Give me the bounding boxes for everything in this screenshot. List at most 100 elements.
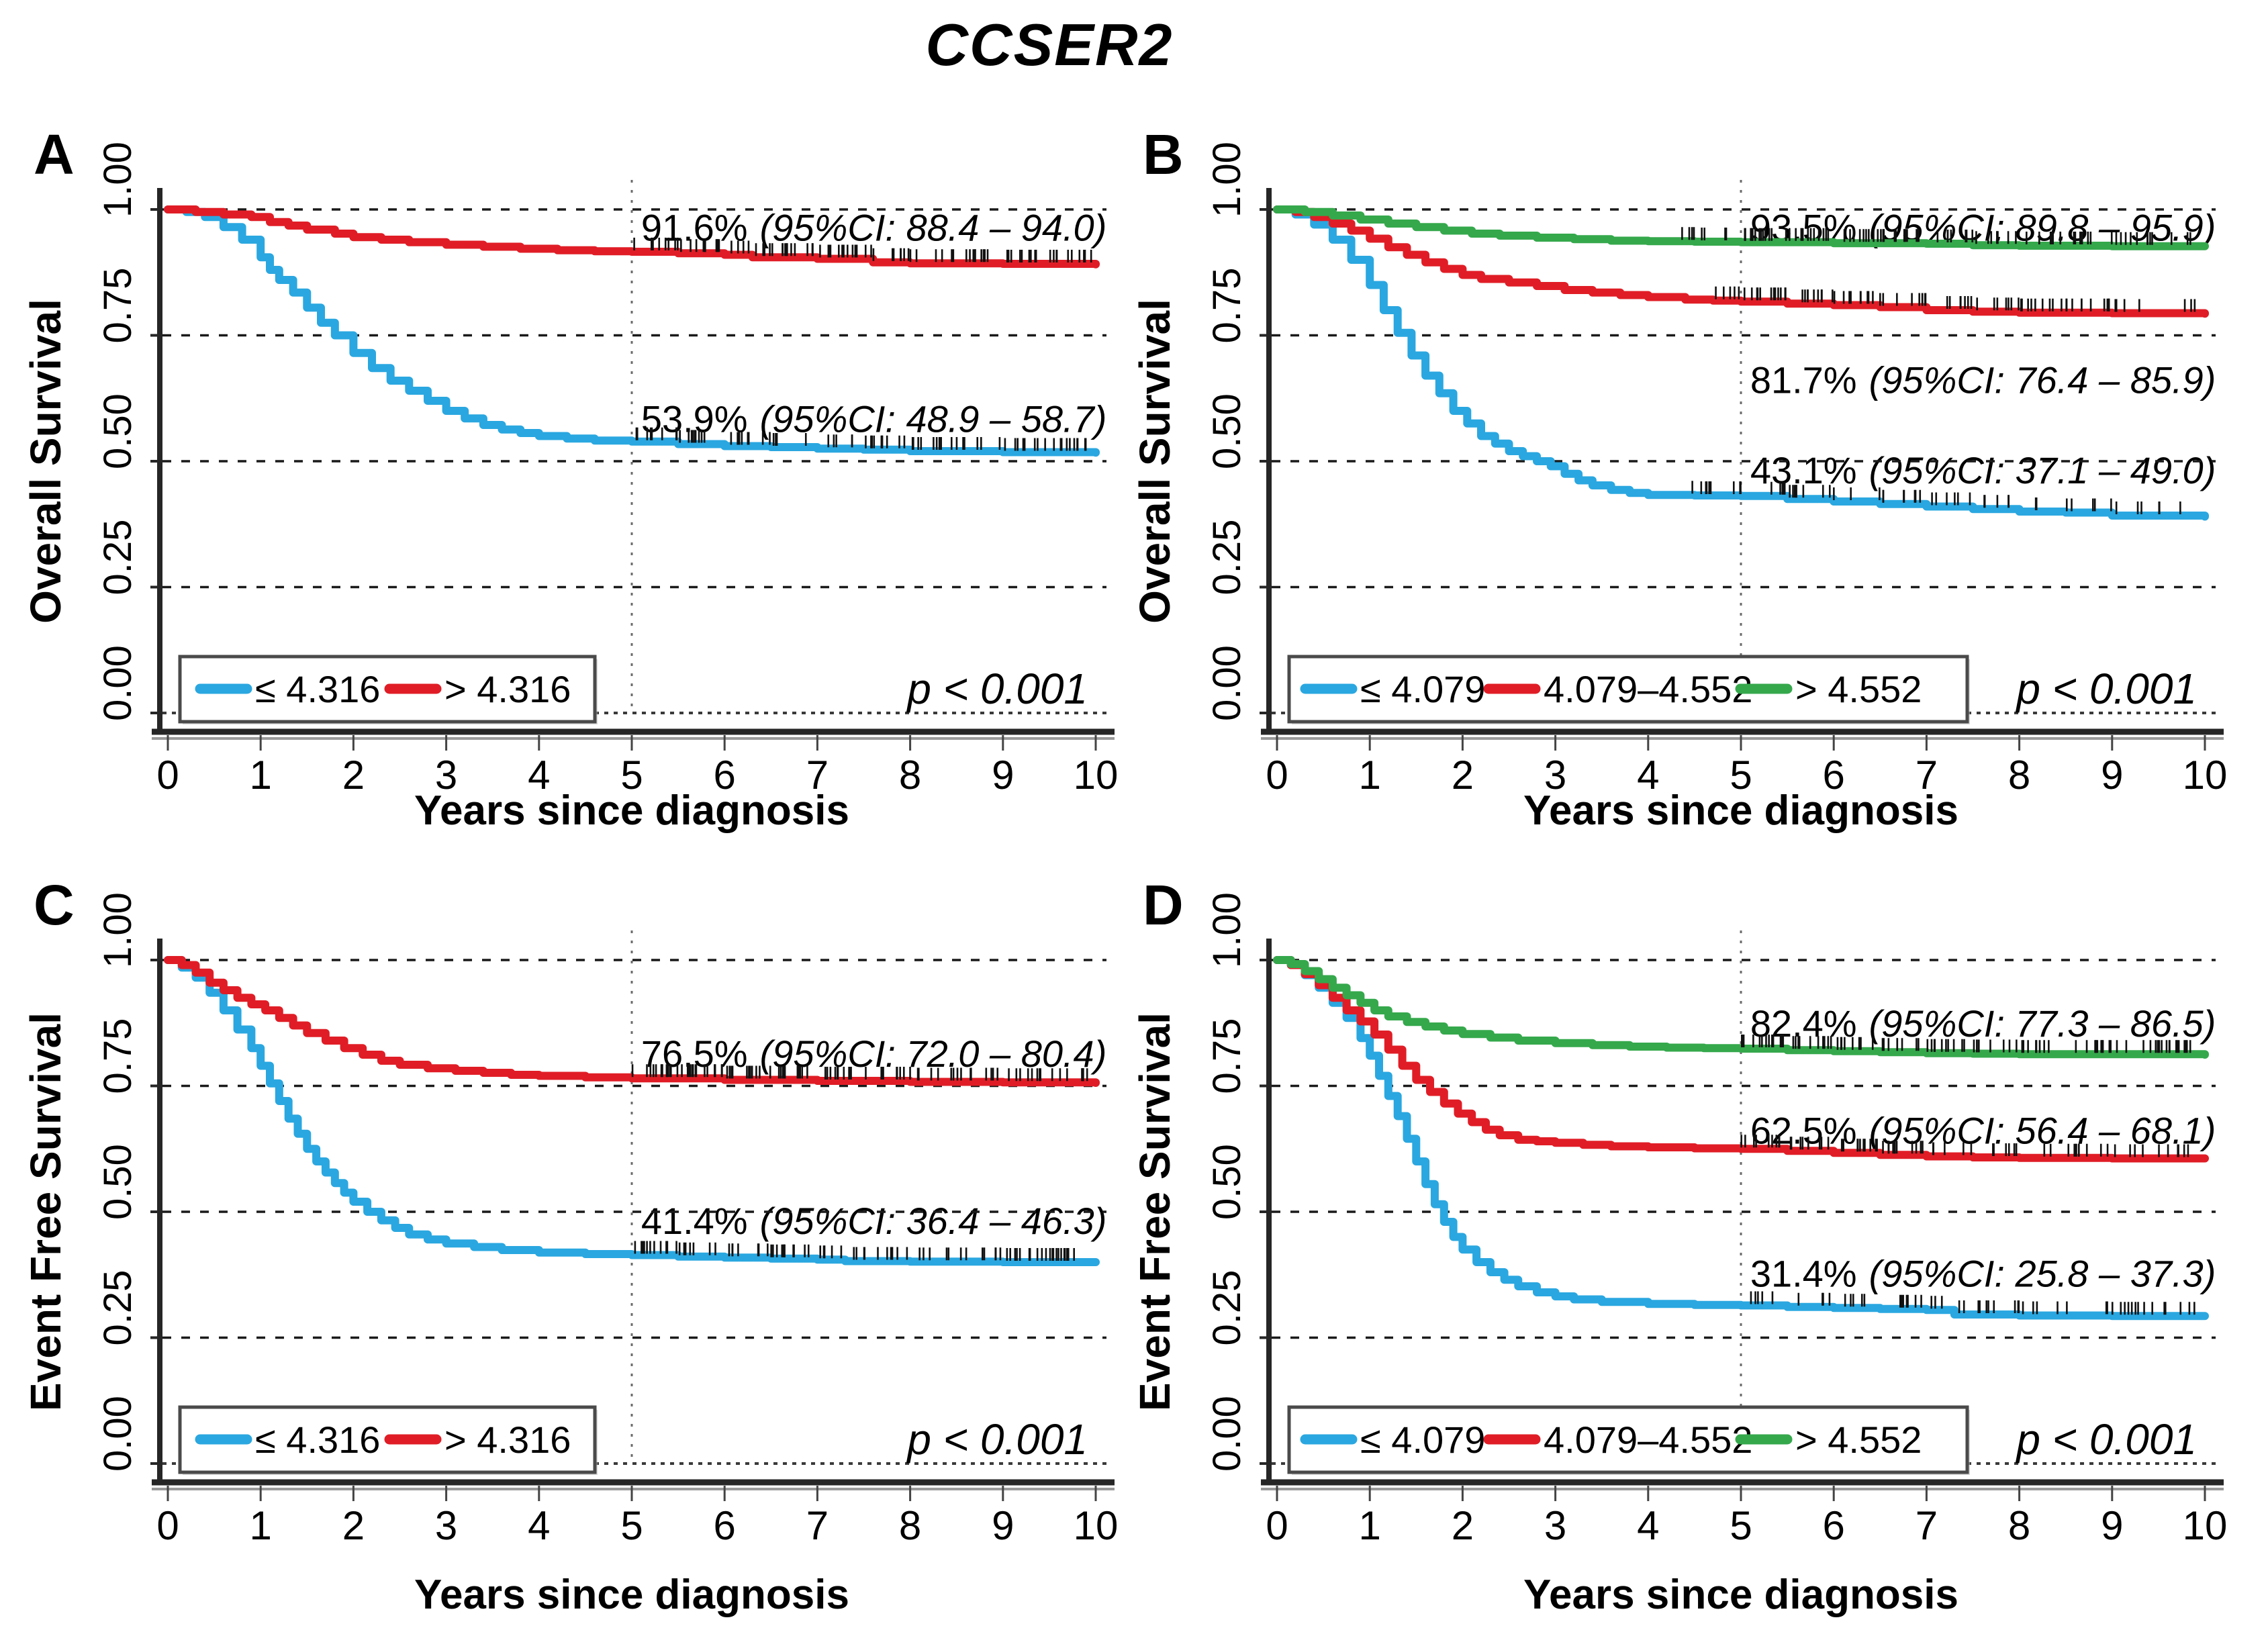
annotation-0: 91.6% (95%CI: 88.4 – 94.0) [641, 206, 1107, 248]
y-tick-label: 0.00 [96, 1396, 140, 1472]
p-value: p < 0.001 [2015, 665, 2197, 713]
legend-label: > 4.552 [1795, 668, 1922, 710]
annotation-0: 82.4% (95%CI: 77.3 – 86.5) [1750, 1002, 2216, 1045]
legend-label: > 4.316 [444, 668, 571, 710]
km-curve-blue [1273, 956, 2209, 1321]
km-curve-red [164, 956, 1100, 1087]
axes: 0 1 2 3 4 5 6 7 8 9 10 [1261, 188, 2227, 798]
legend-box [1287, 1405, 1969, 1474]
y-tick-label: 1.00 [1205, 142, 1249, 218]
axes: 0 1 2 3 4 5 6 7 8 9 10 [152, 188, 1118, 798]
annotation-ci: (95%CI: 25.8 – 37.3) [1869, 1253, 2216, 1295]
km-curve-blue [164, 205, 1100, 457]
x-tick-label: 3 [1544, 753, 1566, 798]
annotation-value: 81.7% [1750, 359, 1857, 401]
x-tick-label: 5 [1730, 1503, 1752, 1548]
y-tick-label: 0.25 [96, 1270, 140, 1346]
censor-ticks-green [1681, 227, 2191, 245]
censor-ticks-red [633, 238, 1092, 262]
panel-c: 76.5% (95%CI: 72.0 – 80.4) 41.4% (95%CI: 36… [13, 851, 1121, 1626]
p-value: p < 0.001 [2015, 1415, 2197, 1464]
x-tick-label: 10 [1074, 1503, 1119, 1548]
y-tick-label: 0.00 [1205, 645, 1249, 721]
km-curve-blue [1273, 205, 2209, 521]
x-tick-label: 1 [1359, 1503, 1381, 1548]
x-axis-title: Years since diagnosis [414, 787, 849, 834]
km-curve-red [164, 205, 1100, 269]
annotation-2: 43.1% (95%CI: 37.1 – 49.0) [1750, 449, 2216, 491]
km-curve-red [1273, 956, 2209, 1163]
x-tick-label: 5 [620, 753, 643, 798]
y-tick-label: 0.25 [1205, 1270, 1249, 1346]
x-axis-title: Years since diagnosis [414, 1572, 849, 1618]
gridlines [150, 959, 1106, 1465]
gridlines [150, 208, 1106, 714]
x-tick-label: 2 [1452, 1503, 1474, 1548]
x-tick-label: 7 [1916, 1503, 1938, 1548]
x-tick-label: 2 [342, 753, 365, 798]
legend: ≤ 4.079 4.079–4.552 > 4.552 [1287, 655, 1970, 724]
y-tick-label: 0.50 [1205, 1144, 1249, 1220]
annotation-value: 31.4% [1750, 1253, 1857, 1295]
figure-title: CCSER2 [925, 11, 1174, 78]
x-tick-label: 0 [156, 1503, 179, 1548]
annotation-value: 41.4% [641, 1200, 748, 1242]
panel-c-letter: C [34, 873, 75, 937]
x-tick-label: 10 [1074, 753, 1119, 798]
censor-ticks-blue [1691, 481, 2181, 514]
x-tick-label: 4 [1637, 1503, 1659, 1548]
x-tick-label: 4 [528, 753, 550, 798]
legend: ≤ 4.316 > 4.316 [178, 655, 598, 724]
annotation-value: 82.4% [1750, 1002, 1857, 1045]
panel-d-plot: 82.4% (95%CI: 77.3 – 86.5)62.5% (95%CI: 56… [1131, 892, 2227, 1618]
y-tick-label: 0.25 [96, 520, 140, 595]
x-axis-title: Years since diagnosis [1523, 1572, 1958, 1618]
x-tick-label: 9 [992, 753, 1014, 798]
panel-b: 93.5% (95%CI: 89.8 – 95.9) 81.7% (95%CI: 76… [1123, 101, 2230, 853]
legend-label: 4.079–4.552 [1544, 1419, 1752, 1461]
censor-ticks-blue [635, 427, 1087, 451]
x-tick-label: 2 [342, 1503, 365, 1548]
axes: 0 1 2 3 4 5 6 7 8 9 10 [1261, 939, 2227, 1548]
x-tick-label: 6 [714, 1503, 736, 1548]
x-tick-label: 3 [435, 1503, 457, 1548]
legend: ≤ 4.316 > 4.316 [178, 1405, 598, 1475]
annotation-ci: (95%CI: 72.0 – 80.4) [760, 1033, 1107, 1075]
x-tick-label: 10 [2183, 753, 2228, 798]
annotation-ci: (95%CI: 36.4 – 46.3) [760, 1200, 1107, 1242]
y-tick-label: 0.75 [96, 268, 140, 344]
x-tick-label: 5 [620, 1503, 643, 1548]
legend-label: ≤ 4.079 [1360, 668, 1485, 710]
x-tick-label: 1 [1359, 753, 1381, 798]
x-tick-label: 1 [250, 753, 272, 798]
annotation-ci: (95%CI: 88.4 – 94.0) [760, 206, 1107, 248]
annotation-2: 31.4% (95%CI: 25.8 – 37.3) [1750, 1253, 2216, 1295]
annotation-1: 81.7% (95%CI: 76.4 – 85.9) [1750, 359, 2216, 401]
censor-ticks-blue [634, 1241, 1075, 1261]
x-tick-label: 7 [1916, 753, 1938, 798]
legend: ≤ 4.079 4.079–4.552 > 4.552 [1287, 1405, 1970, 1475]
p-value: p < 0.001 [906, 1415, 1088, 1464]
annotation-0: 76.5% (95%CI: 72.0 – 80.4) [641, 1033, 1107, 1075]
x-tick-label: 8 [2008, 1503, 2030, 1548]
x-tick-label: 0 [1266, 1503, 1288, 1548]
censor-ticks-red [631, 1064, 1088, 1082]
y-tick-label: 0.75 [1205, 1018, 1249, 1094]
y-tick-label: 1.00 [1205, 892, 1249, 968]
y-axis-title: Event Free Survival [21, 1012, 70, 1411]
x-tick-label: 6 [1823, 753, 1845, 798]
x-tick-label: 0 [156, 753, 179, 798]
annotation-ci: (95%CI: 77.3 – 86.5) [1869, 1002, 2216, 1045]
legend-label: ≤ 4.316 [255, 668, 380, 710]
y-tick-label: 0.00 [96, 645, 140, 721]
annotation-1: 53.9% (95%CI: 48.9 – 58.7) [641, 397, 1107, 440]
annotation-ci: (95%CI: 37.1 – 49.0) [1869, 449, 2216, 491]
x-tick-label: 8 [899, 1503, 921, 1548]
x-tick-label: 4 [528, 1503, 550, 1548]
panel-a: 91.6% (95%CI: 88.4 – 94.0) 53.9% (95%CI: 48… [13, 101, 1121, 853]
km-curve-green [1273, 956, 2209, 1059]
x-tick-label: 5 [1730, 753, 1752, 798]
panel-b-letter: B [1143, 123, 1184, 186]
annotation-ci: (95%CI: 48.9 – 58.7) [760, 397, 1107, 440]
